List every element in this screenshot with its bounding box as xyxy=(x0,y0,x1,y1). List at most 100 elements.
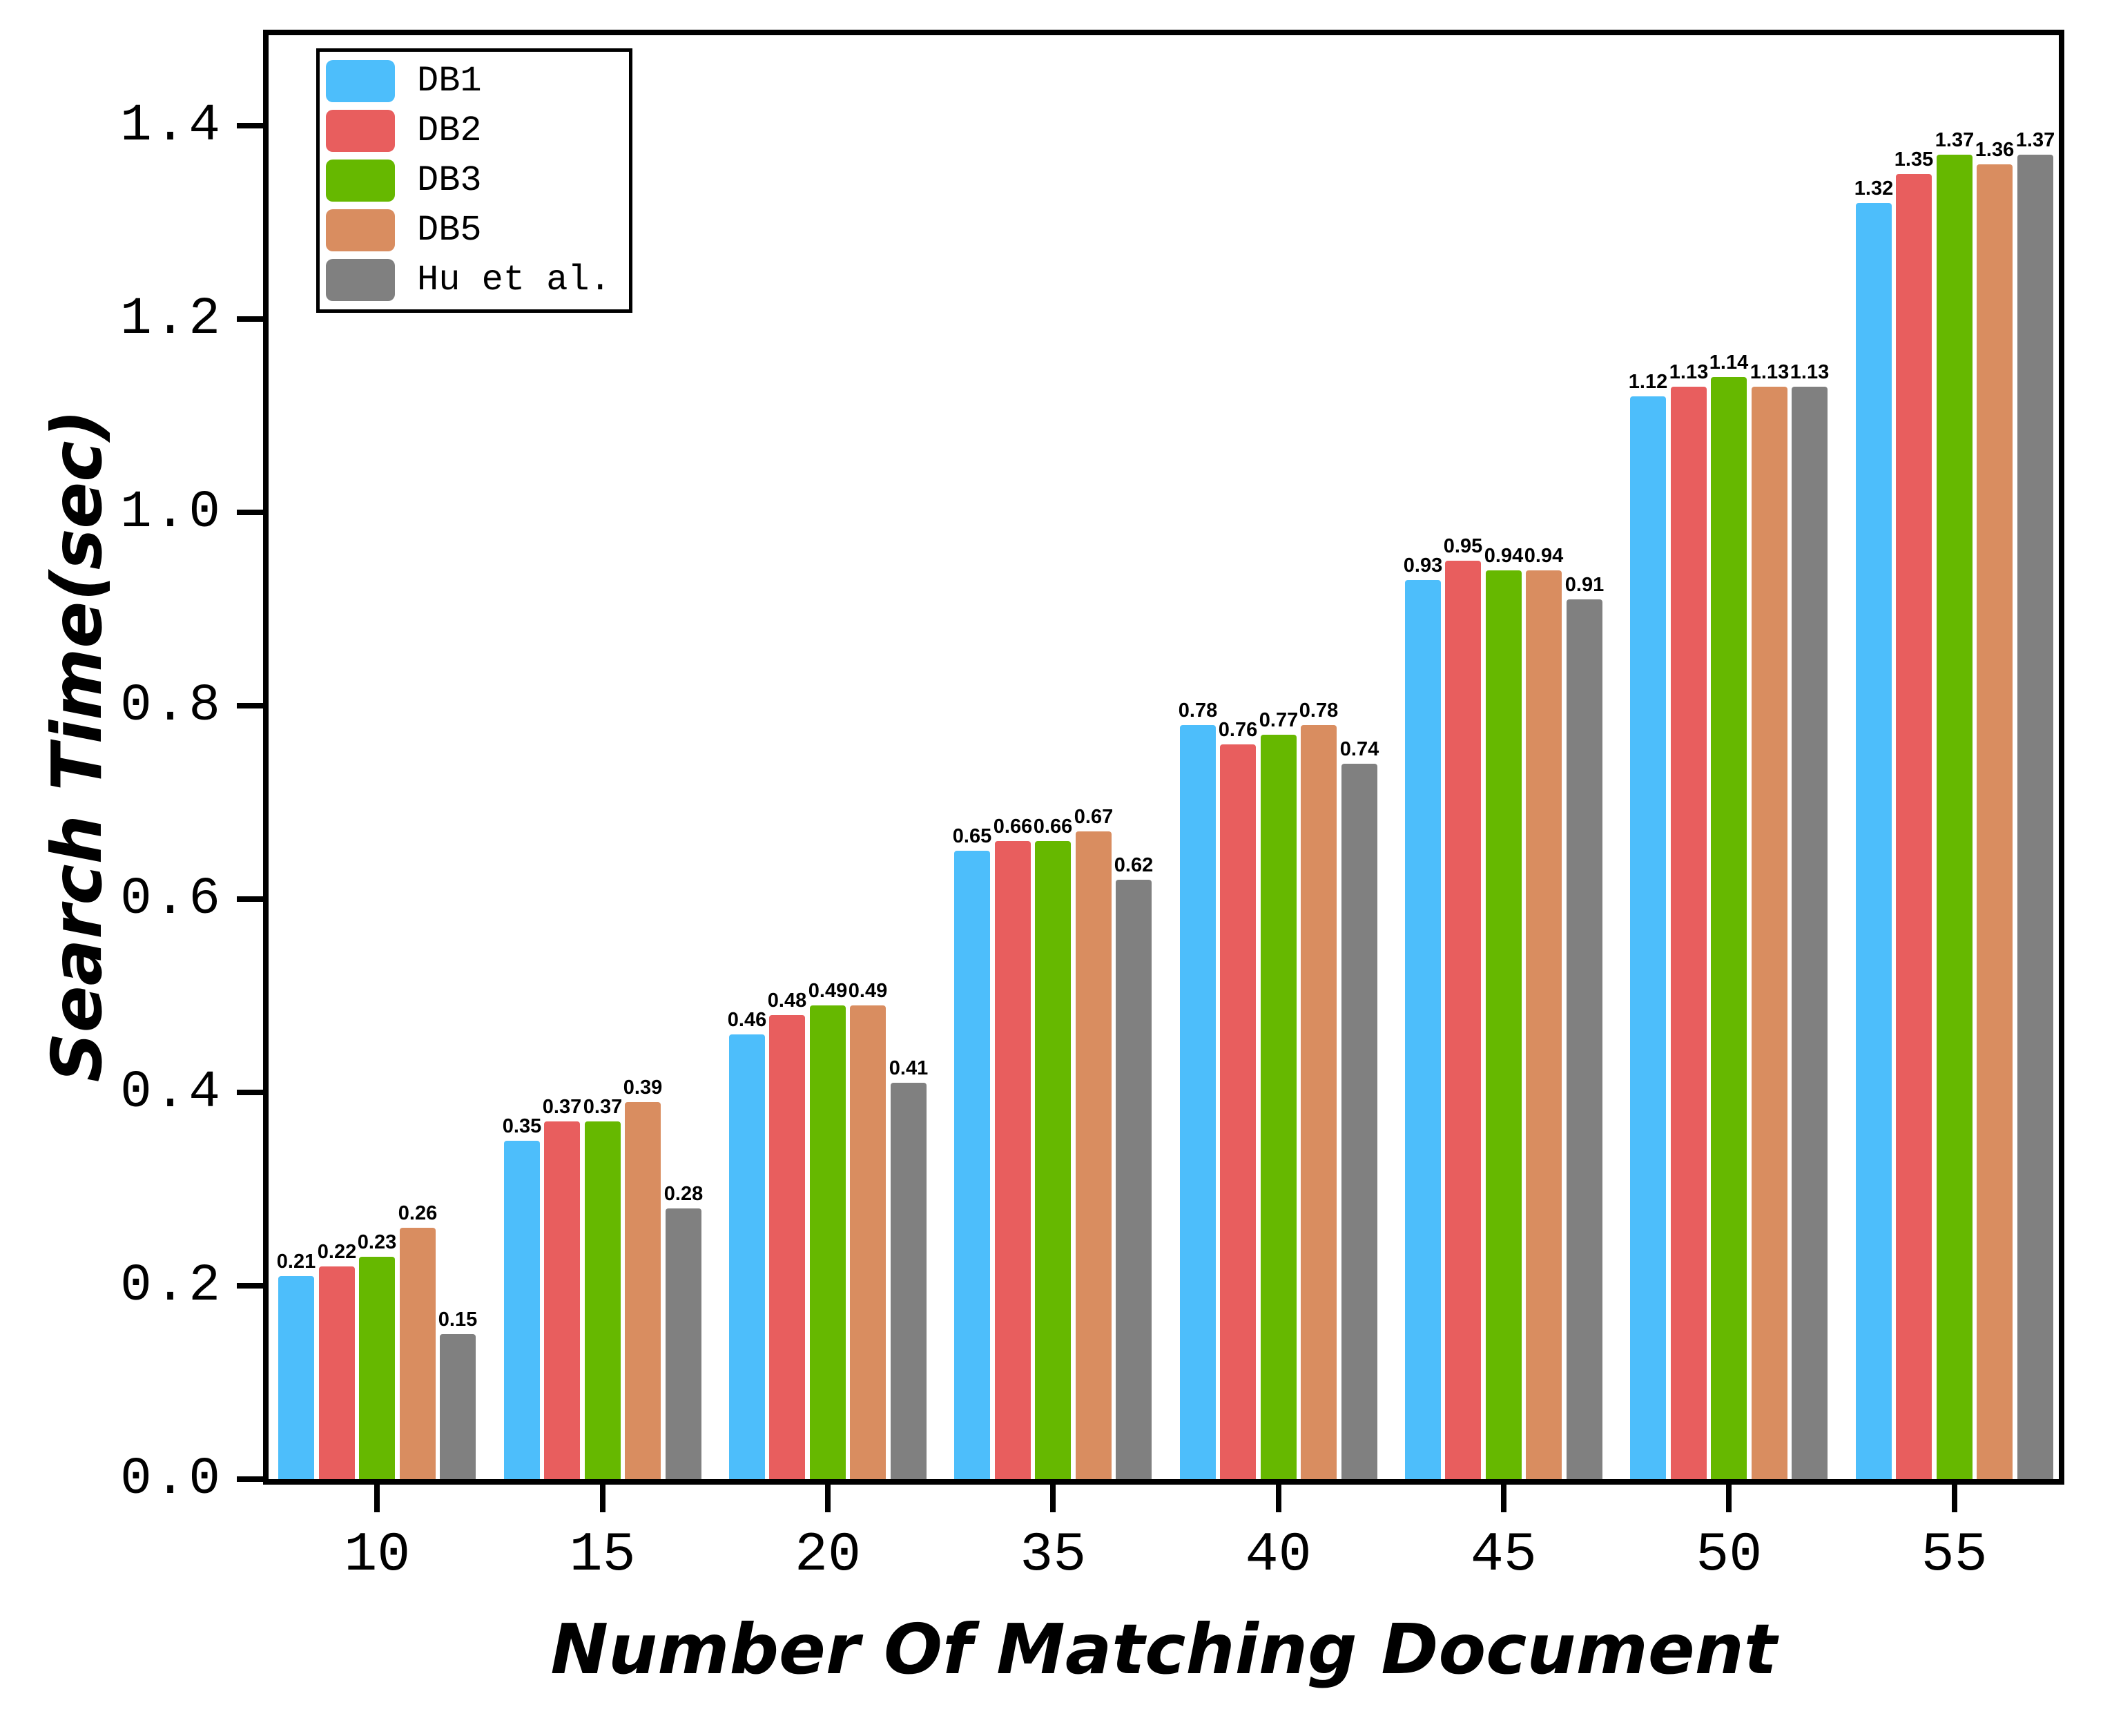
bar-db3-40 xyxy=(1261,735,1297,1479)
bar-db5-50 xyxy=(1752,387,1787,1479)
y-tick-mark xyxy=(237,1283,263,1289)
bar-value-label: 0.49 xyxy=(848,980,888,1002)
bar-value-label: 0.46 xyxy=(727,1009,767,1031)
bar-db2-50 xyxy=(1671,387,1707,1479)
bar-hu-et-al--15 xyxy=(666,1208,701,1479)
y-tick-mark xyxy=(237,703,263,708)
bar-value-label: 0.77 xyxy=(1259,709,1299,731)
bar-db2-15 xyxy=(544,1121,580,1479)
x-tick-mark xyxy=(374,1485,380,1512)
y-tick-label: 0.6 xyxy=(120,869,223,929)
bar-value-label: 1.12 xyxy=(1628,371,1668,393)
x-tick-label: 45 xyxy=(1470,1524,1537,1587)
bar-hu-et-al--20 xyxy=(891,1083,927,1479)
plot-area: 0.21 0.22 0.23 0.26 0.15 0.35 0.37 0.37 0.39 0.28… xyxy=(263,30,2064,1485)
bar-value-label: 0.62 xyxy=(1114,854,1154,876)
bar-value-label: 0.66 xyxy=(1033,816,1073,838)
y-tick-label: 0.2 xyxy=(120,1256,223,1315)
legend-swatch-icon xyxy=(326,110,395,152)
bar-value-label: 0.78 xyxy=(1178,700,1218,722)
bar-value-label: 0.94 xyxy=(1484,545,1524,567)
x-tick-mark xyxy=(1951,1485,1957,1512)
legend-swatch-icon xyxy=(326,60,395,102)
legend-item: DB3 xyxy=(326,160,611,202)
bar-db1-40 xyxy=(1180,725,1216,1479)
bar-value-label: 1.13 xyxy=(1669,361,1709,383)
bar-value-label: 1.13 xyxy=(1790,361,1830,383)
y-tick-mark xyxy=(237,896,263,902)
legend-item: Hu et al. xyxy=(326,259,611,301)
bar-db3-55 xyxy=(1937,155,1973,1479)
bar-db3-10 xyxy=(359,1257,395,1479)
x-tick-label: 55 xyxy=(1921,1524,1988,1587)
bar-db1-15 xyxy=(504,1141,540,1479)
y-tick-label: 1.2 xyxy=(120,289,223,349)
bar-db2-20 xyxy=(769,1015,805,1479)
legend-label: DB3 xyxy=(417,160,482,201)
bar-db5-45 xyxy=(1526,570,1562,1479)
legend-label: DB5 xyxy=(417,210,482,251)
y-axis-title: Search Time(sec) xyxy=(37,409,117,1083)
bar-hu-et-al--45 xyxy=(1567,599,1602,1479)
bar-value-label: 1.14 xyxy=(1709,351,1749,374)
bar-value-label: 0.35 xyxy=(502,1115,542,1137)
y-tick-mark xyxy=(237,1090,263,1095)
x-axis-title: Number Of Matching Document xyxy=(550,1609,1777,1690)
bar-db2-45 xyxy=(1445,561,1481,1479)
bar-value-label: 1.37 xyxy=(2015,129,2055,151)
bar-db3-45 xyxy=(1486,570,1522,1479)
x-tick-label: 40 xyxy=(1245,1524,1312,1587)
bar-value-label: 1.35 xyxy=(1894,148,1934,171)
bar-value-label: 0.28 xyxy=(663,1183,704,1205)
bar-value-label: 0.23 xyxy=(357,1231,397,1253)
legend-swatch-icon xyxy=(326,259,395,301)
y-tick-label: 0.4 xyxy=(120,1063,223,1122)
bar-db3-20 xyxy=(810,1005,846,1479)
bar-db3-35 xyxy=(1035,841,1071,1479)
bar-value-label: 0.67 xyxy=(1074,806,1114,828)
x-tick-mark xyxy=(824,1485,831,1512)
legend-item: DB5 xyxy=(326,209,611,251)
y-tick-mark xyxy=(237,1476,263,1482)
legend-label: DB1 xyxy=(417,61,482,102)
x-tick-label: 20 xyxy=(794,1524,861,1587)
bar-hu-et-al--40 xyxy=(1341,764,1377,1479)
bar-value-label: 1.36 xyxy=(1975,139,2015,161)
x-tick-mark xyxy=(1050,1485,1056,1512)
x-tick-label: 35 xyxy=(1020,1524,1087,1587)
x-tick-mark xyxy=(1726,1485,1732,1512)
y-tick-mark xyxy=(237,123,263,128)
bar-db5-55 xyxy=(1977,164,2013,1479)
bar-db2-35 xyxy=(995,841,1031,1479)
bar-value-label: 0.26 xyxy=(398,1202,438,1224)
bar-db5-40 xyxy=(1301,725,1337,1479)
bar-value-label: 1.37 xyxy=(1935,129,1975,151)
bar-hu-et-al--35 xyxy=(1116,880,1152,1479)
bar-db1-20 xyxy=(729,1034,765,1479)
x-tick-label: 15 xyxy=(569,1524,636,1587)
bar-value-label: 0.48 xyxy=(767,990,807,1012)
bar-db5-20 xyxy=(850,1005,886,1479)
bar-value-label: 0.76 xyxy=(1218,719,1258,741)
bar-value-label: 0.39 xyxy=(623,1077,663,1099)
bar-value-label: 0.74 xyxy=(1339,738,1379,760)
bar-value-label: 0.95 xyxy=(1443,535,1483,557)
bar-value-label: 1.13 xyxy=(1750,361,1790,383)
bar-db3-15 xyxy=(585,1121,621,1479)
bar-value-label: 0.94 xyxy=(1524,545,1564,567)
bar-value-label: 0.37 xyxy=(542,1096,582,1118)
legend-item: DB1 xyxy=(326,60,611,102)
legend-label: DB2 xyxy=(417,110,482,151)
bar-value-label: 0.66 xyxy=(993,816,1033,838)
bar-db2-55 xyxy=(1896,174,1932,1479)
y-tick-label: 0.0 xyxy=(120,1449,223,1509)
legend-item: DB2 xyxy=(326,110,611,152)
bar-value-label: 0.49 xyxy=(808,980,848,1002)
y-tick-mark xyxy=(237,510,263,515)
x-tick-mark xyxy=(1500,1485,1506,1512)
x-tick-label: 50 xyxy=(1696,1524,1763,1587)
bar-value-label: 0.41 xyxy=(889,1057,929,1079)
bar-value-label: 0.15 xyxy=(438,1309,478,1331)
bar-value-label: 0.78 xyxy=(1299,700,1339,722)
